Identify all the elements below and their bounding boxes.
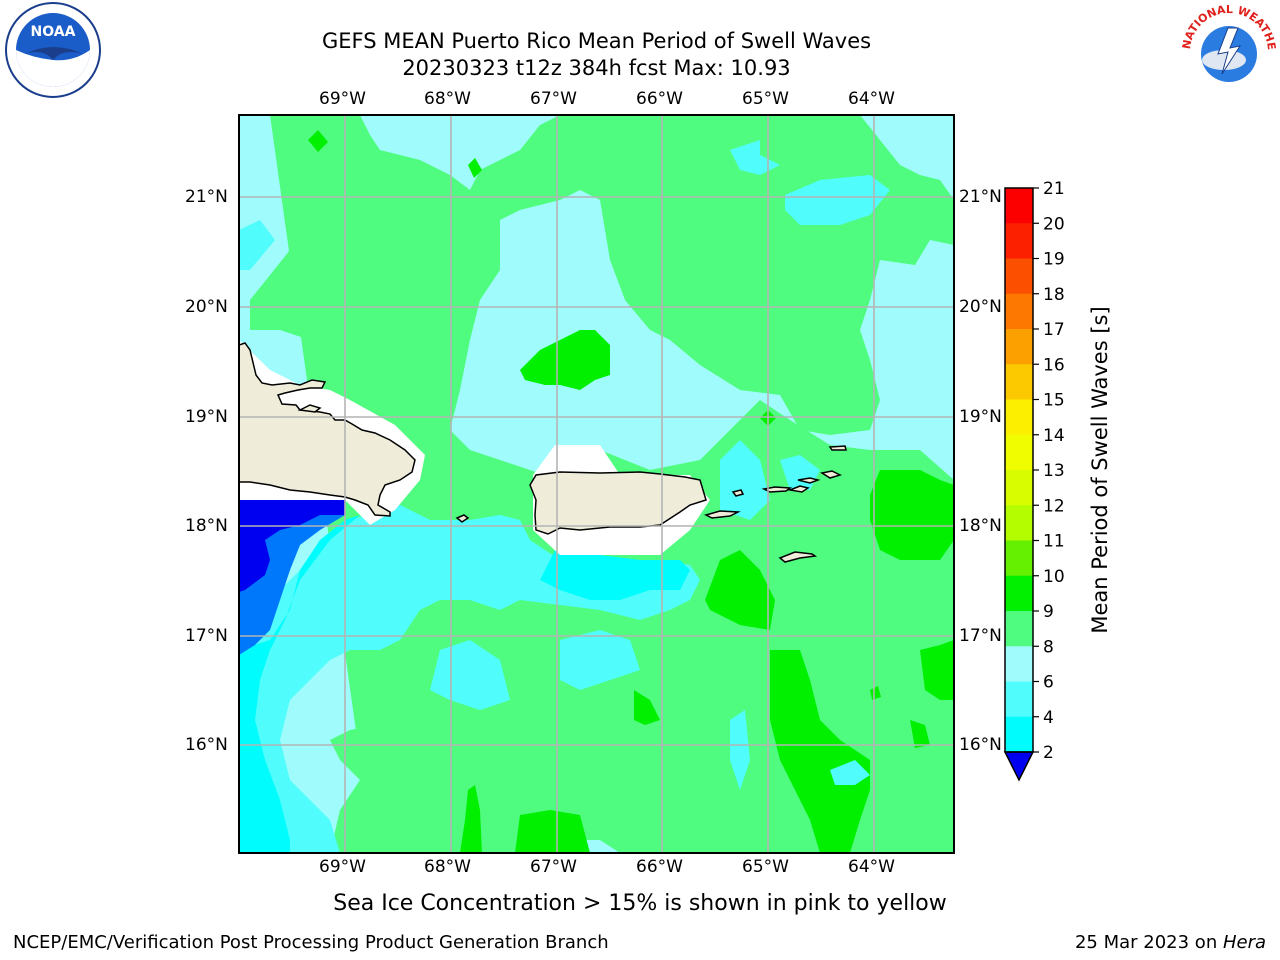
lon-label-bottom-67w: 67°W bbox=[530, 857, 577, 877]
footer-branch: NCEP/EMC/Verification Post Processing Pr… bbox=[13, 932, 609, 953]
colorbar-segment-4 bbox=[1005, 716, 1033, 753]
lon-label-top-66w: 66°W bbox=[636, 89, 683, 109]
map-frame bbox=[238, 114, 955, 854]
colorbar-segment-16 bbox=[1005, 364, 1033, 400]
colorbar-tick-label: 19 bbox=[1043, 250, 1065, 270]
colorbar-segment-13 bbox=[1005, 470, 1033, 506]
colorbar-segment-10 bbox=[1005, 575, 1033, 612]
colorbar-segment-9 bbox=[1005, 611, 1033, 647]
swell-field bbox=[239, 115, 954, 853]
chart-subtitle: 20230323 t12z 384h fcst Max: 10.93 bbox=[402, 56, 791, 80]
band-below-2 bbox=[239, 500, 345, 592]
colorbar-tick-label: 13 bbox=[1043, 461, 1065, 481]
colorbar-extension bbox=[1003, 751, 1035, 782]
lon-label-bottom-66w: 66°W bbox=[636, 857, 683, 877]
colorbar-segment-17 bbox=[1005, 329, 1033, 365]
lat-label-right-20n: 20°N bbox=[959, 297, 1002, 317]
colorbar-tick-label: 10 bbox=[1043, 567, 1065, 587]
colorbar-segment-19 bbox=[1005, 258, 1033, 295]
colorbar-segment-12 bbox=[1005, 505, 1033, 541]
lon-label-bottom-65w: 65°W bbox=[742, 857, 789, 877]
colorbar-tick-label: 16 bbox=[1043, 355, 1065, 375]
lat-label-right-21n: 21°N bbox=[959, 187, 1002, 207]
colorbar-tick-label: 21 bbox=[1043, 180, 1065, 199]
lat-label-right-17n: 17°N bbox=[959, 626, 1002, 646]
lat-label-left-19n: 19°N bbox=[185, 407, 228, 427]
sea-ice-note: Sea Ice Concentration > 15% is shown in … bbox=[333, 891, 947, 916]
colorbar-segment-8 bbox=[1005, 646, 1033, 682]
colorbar-tick-label: 6 bbox=[1043, 673, 1054, 693]
colorbar-segment-18 bbox=[1005, 293, 1033, 330]
lat-label-left-16n: 16°N bbox=[185, 735, 228, 755]
colorbar-tick-label: 4 bbox=[1043, 708, 1054, 728]
graticule bbox=[239, 115, 954, 853]
colorbar-label: Mean Period of Swell Waves [s] bbox=[1088, 306, 1112, 633]
colorbar-segment-14 bbox=[1005, 434, 1033, 471]
colorbar-tick-label: 20 bbox=[1043, 214, 1065, 234]
lat-label-left-17n: 17°N bbox=[185, 626, 228, 646]
footer-date-text: 25 Mar 2023 on bbox=[1074, 932, 1223, 953]
colorbar-overlay: 21 20 19 18 17 16 15 14 13 12 11 10 9 8 6 4 2 Mean Period… bbox=[1003, 180, 1112, 782]
footer-host: Hera bbox=[1222, 932, 1266, 953]
colorbar-tick-label: 15 bbox=[1043, 391, 1065, 411]
colorbar-segment-15 bbox=[1005, 399, 1033, 436]
lat-label-right-16n: 16°N bbox=[959, 735, 1002, 755]
colorbar-tick-label: 17 bbox=[1043, 320, 1065, 340]
noaa-logo: NOAA bbox=[5, 2, 101, 98]
lat-label-right-18n: 18°N bbox=[959, 516, 1002, 536]
lat-label-left-20n: 20°N bbox=[185, 297, 228, 317]
lat-label-right-19n: 19°N bbox=[959, 407, 1002, 427]
footer-date: 25 Mar 2023 on Hera bbox=[1075, 932, 1266, 953]
colorbar-tick-label: 18 bbox=[1043, 285, 1065, 305]
colorbar-tick-label: 9 bbox=[1043, 602, 1054, 622]
colorbar-segment-6 bbox=[1005, 681, 1033, 718]
band-4-6 bbox=[239, 515, 690, 853]
colorbar-tick-label: 11 bbox=[1043, 532, 1065, 552]
chart-title: GEFS MEAN Puerto Rico Mean Period of Swe… bbox=[321, 29, 872, 53]
colorbar-tick-label: 14 bbox=[1043, 426, 1065, 446]
lon-label-top-67w: 67°W bbox=[530, 89, 577, 109]
nws-logo: NATIONAL WEATHER SERVICE bbox=[1178, 2, 1278, 98]
lon-label-top-68w: 68°W bbox=[424, 89, 471, 109]
lon-label-top-69w: 69°W bbox=[319, 89, 366, 109]
lon-label-bottom-64w: 64°W bbox=[848, 857, 895, 877]
lon-label-top-64w: 64°W bbox=[848, 89, 895, 109]
noaa-logo-text: NOAA bbox=[31, 24, 76, 40]
colorbar-tick-label: 8 bbox=[1043, 637, 1054, 657]
band-10-11 bbox=[308, 130, 954, 853]
lon-label-top-65w: 65°W bbox=[742, 89, 789, 109]
colorbar-segment-11 bbox=[1005, 540, 1033, 577]
lat-label-left-18n: 18°N bbox=[185, 516, 228, 536]
colorbar-segment-20 bbox=[1005, 223, 1033, 259]
colorbar-tick-label: 12 bbox=[1043, 496, 1065, 516]
lon-label-bottom-68w: 68°W bbox=[424, 857, 471, 877]
lat-label-left-21n: 21°N bbox=[185, 187, 228, 207]
lon-label-bottom-69w: 69°W bbox=[319, 857, 366, 877]
colorbar-tick-label: 2 bbox=[1043, 743, 1054, 763]
colorbar-segment-21 bbox=[1005, 188, 1033, 224]
